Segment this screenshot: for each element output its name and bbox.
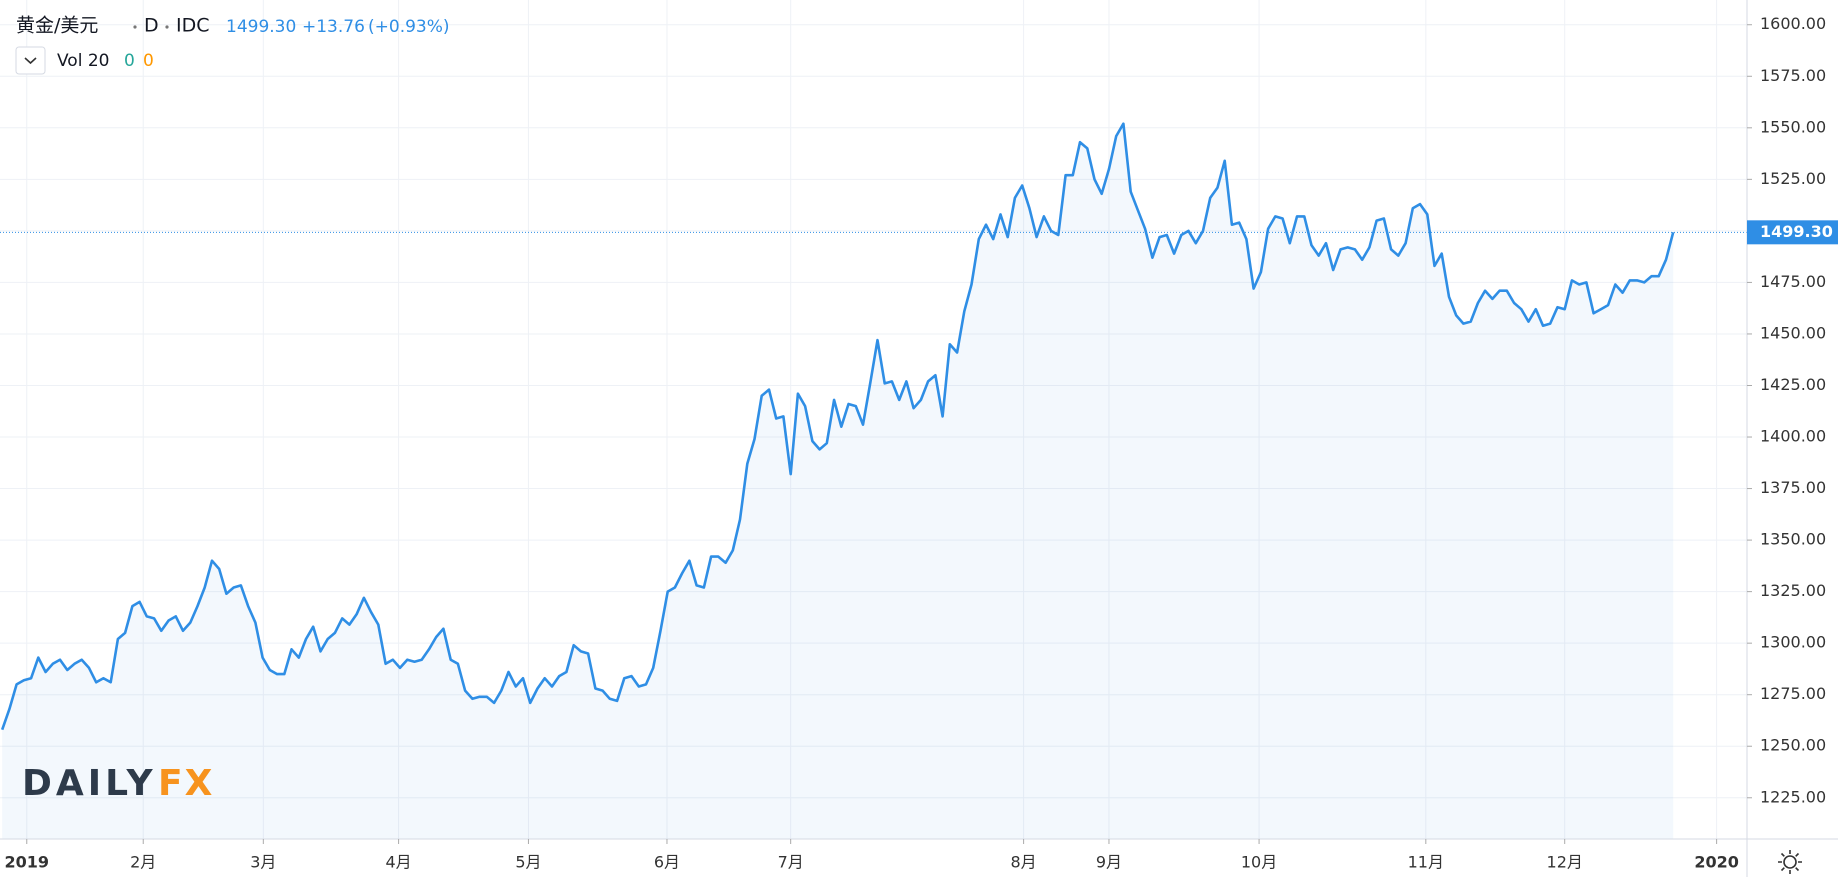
last-price-box <box>1747 220 1838 245</box>
chevron-icon <box>24 57 37 65</box>
y-tick-label: 1275.00 <box>1760 684 1826 703</box>
price-line <box>0 122 1675 731</box>
axes: 1225.00 1250.00 1275.00 1300.00 1325.00 1350.… <box>5 14 1838 872</box>
x-tick-label: 11月 <box>1408 853 1444 872</box>
x-tick-label: 8月 <box>1011 853 1037 872</box>
y-tick-label: 1600.00 <box>1760 14 1826 33</box>
indicator-value: 0 <box>124 51 135 71</box>
change-percent: (+0.93%) <box>368 17 450 37</box>
area-fill <box>2 123 1674 839</box>
x-tick-label: 3月 <box>250 853 276 872</box>
settings-icon[interactable] <box>1778 850 1802 874</box>
x-tick-label: 9月 <box>1096 853 1122 872</box>
watermark-brand: DAILY <box>22 763 157 804</box>
x-tick-label: 10月 <box>1241 853 1277 872</box>
grid <box>0 0 1747 839</box>
interval: D <box>144 15 159 37</box>
x-tick-label: 2月 <box>130 853 156 872</box>
y-tick-label: 1575.00 <box>1760 66 1826 85</box>
separator <box>165 25 169 29</box>
y-tick-label: 1250.00 <box>1760 736 1826 755</box>
source: IDC <box>176 15 210 37</box>
indicator: Vol 20 <box>57 51 109 71</box>
x-tick-label: 2020 <box>1694 853 1739 872</box>
indicator-value: 0 <box>143 51 154 71</box>
x-tick-label: 7月 <box>778 853 804 872</box>
y-tick-label: 1550.00 <box>1760 117 1826 136</box>
y-tick-label: 1525.00 <box>1760 169 1826 188</box>
y-tick-label: 1350.00 <box>1760 530 1826 549</box>
y-tick-label: 1300.00 <box>1760 633 1826 652</box>
last-price-label: 1499.30 <box>1760 222 1833 241</box>
y-tick-label: 1375.00 <box>1760 478 1826 497</box>
watermark-accent: FX <box>158 763 214 804</box>
y-tick-label: 1425.00 <box>1760 375 1826 394</box>
x-tick-label: 12月 <box>1547 853 1583 872</box>
y-tick-label: 1450.00 <box>1760 323 1826 342</box>
y-tick-label: 1475.00 <box>1760 272 1826 291</box>
price: 1499.30 <box>226 17 296 37</box>
collapse-button[interactable] <box>15 46 46 75</box>
y-tick-label: 1325.00 <box>1760 581 1826 600</box>
x-tick-label: 2019 <box>5 853 50 872</box>
y-tick-label: 1400.00 <box>1760 427 1826 446</box>
x-tick-label: 4月 <box>385 853 411 872</box>
x-tick-label: 6月 <box>654 853 680 872</box>
plot <box>0 122 1747 839</box>
symbol: 黄金/美元 <box>16 15 98 37</box>
x-tick-label: 5月 <box>515 853 541 872</box>
separator <box>133 25 137 29</box>
y-tick-label: 1225.00 <box>1760 787 1826 806</box>
change: +13.76 <box>302 17 365 37</box>
